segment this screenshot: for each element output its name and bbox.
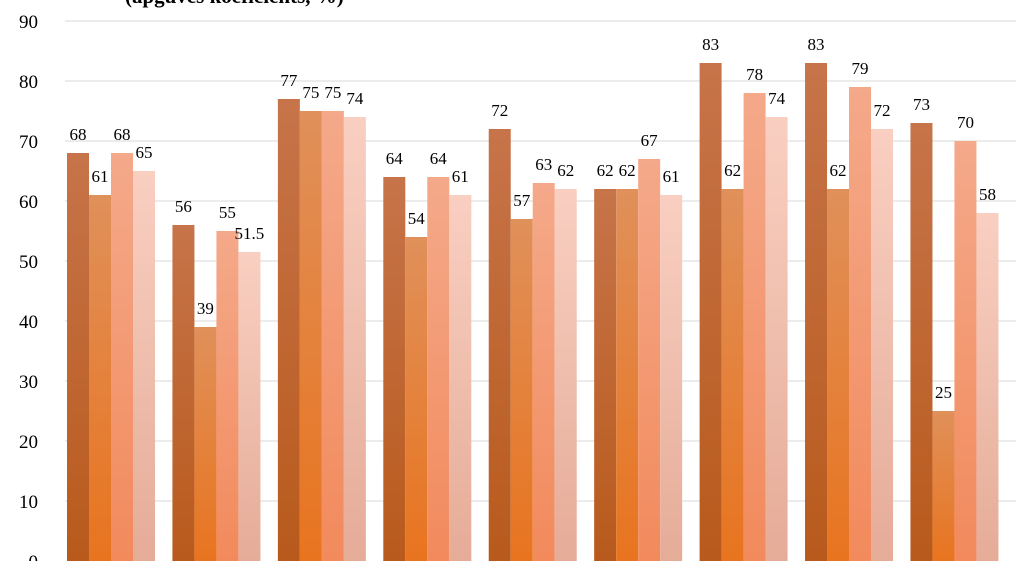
- data-label: 62: [724, 161, 741, 180]
- data-label: 65: [136, 143, 153, 162]
- bar: [976, 213, 999, 561]
- bar: [216, 231, 239, 561]
- chart-title: (apgūves koeficients, %): [125, 0, 344, 8]
- data-label: 75: [302, 83, 319, 102]
- data-label: 64: [430, 149, 448, 168]
- data-label: 72: [874, 101, 891, 120]
- y-tick-label: 70: [19, 132, 38, 153]
- bar: [427, 177, 450, 561]
- bar: [532, 183, 555, 561]
- bar: [111, 153, 133, 561]
- y-tick-label: 50: [19, 252, 38, 273]
- bar: [299, 111, 322, 561]
- bar: [594, 189, 617, 561]
- bar: [133, 171, 155, 561]
- bar: [616, 189, 639, 561]
- bar: [194, 327, 217, 561]
- bar: [805, 63, 828, 561]
- data-label: 55: [219, 203, 236, 222]
- y-tick-label: 80: [19, 72, 38, 93]
- bar: [383, 177, 406, 561]
- bar: [765, 117, 788, 561]
- data-label: 79: [852, 59, 869, 78]
- bar: [488, 129, 511, 561]
- data-label: 56: [175, 197, 192, 216]
- data-label: 83: [702, 35, 719, 54]
- data-label: 51.5: [235, 224, 265, 243]
- y-tick-label: 90: [19, 12, 38, 33]
- bar: [827, 189, 850, 561]
- data-label: 62: [557, 161, 574, 180]
- bar: [321, 111, 344, 561]
- data-label: 61: [452, 167, 469, 186]
- data-label: 54: [408, 209, 426, 228]
- y-tick-label: 10: [19, 492, 38, 513]
- bar: [554, 189, 577, 561]
- bar: [343, 117, 366, 561]
- bar: [238, 252, 261, 561]
- bar: [660, 195, 683, 561]
- bar: [510, 219, 533, 561]
- bar: [277, 99, 300, 561]
- data-label: 72: [491, 101, 508, 120]
- y-tick-label: 0: [29, 552, 39, 561]
- bar: [89, 195, 111, 561]
- data-label: 58: [979, 185, 996, 204]
- bar: [849, 87, 872, 561]
- bar: [699, 63, 722, 561]
- data-label: 74: [346, 89, 364, 108]
- data-label: 25: [935, 383, 952, 402]
- y-tick-label: 30: [19, 372, 38, 393]
- bar: [405, 237, 428, 561]
- y-tick-label: 20: [19, 432, 38, 453]
- bars: [67, 63, 999, 561]
- data-label: 77: [280, 71, 298, 90]
- bar: [932, 411, 955, 561]
- bar: [871, 129, 894, 561]
- data-label: 67: [641, 131, 659, 150]
- bar: [638, 159, 661, 561]
- bar: [67, 153, 89, 561]
- bar: [910, 123, 933, 561]
- bar: [954, 141, 977, 561]
- data-label: 62: [619, 161, 636, 180]
- data-label: 83: [808, 35, 825, 54]
- data-label: 62: [597, 161, 614, 180]
- y-axis-tick-labels: 0 10 20 30 40 50 60 70 80 90: [19, 12, 38, 561]
- data-label: 57: [513, 191, 531, 210]
- bar: [721, 189, 744, 561]
- y-tick-label: 60: [19, 192, 38, 213]
- bar: [743, 93, 766, 561]
- bar: [449, 195, 472, 561]
- data-label: 63: [535, 155, 552, 174]
- data-label: 61: [663, 167, 680, 186]
- bar: [172, 225, 195, 561]
- data-label: 61: [92, 167, 109, 186]
- data-label: 68: [70, 125, 87, 144]
- data-label: 39: [197, 299, 214, 318]
- data-label: 62: [830, 161, 847, 180]
- data-label: 73: [913, 95, 930, 114]
- data-label: 75: [324, 83, 341, 102]
- data-label: 74: [768, 89, 786, 108]
- data-label: 68: [114, 125, 131, 144]
- data-label: 78: [746, 65, 763, 84]
- data-label: 64: [386, 149, 404, 168]
- y-tick-label: 40: [19, 312, 38, 333]
- data-label: 70: [957, 113, 974, 132]
